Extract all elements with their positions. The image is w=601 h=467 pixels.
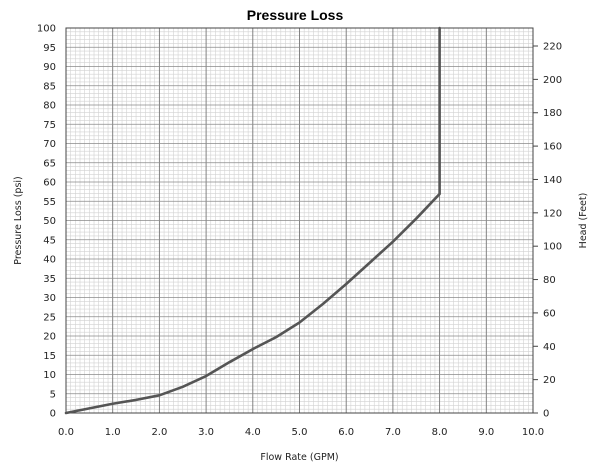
y2-tick-label: 40 — [543, 342, 556, 353]
x-tick-label: 8.0 — [432, 427, 448, 438]
y2-axis-label: Head (Feet) — [578, 193, 589, 249]
y2-tick-label: 0 — [543, 409, 549, 420]
x-tick-label: 0.0 — [58, 427, 74, 438]
y-tick-label: 25 — [43, 312, 56, 323]
y-tick-labels: 0 5 10 15 20 25 30 35 40 45 50 55 60 65 70 75 80 85 90 95 10… — [37, 24, 56, 420]
y2-tick-labels: 0 20 40 60 80 100 120 140 160 180 200 220 — [533, 42, 562, 420]
series-line — [64, 26, 441, 415]
y-tick-label: 15 — [43, 351, 56, 362]
y-tick-label: 10 — [43, 370, 56, 381]
y2-tick-label: 20 — [543, 375, 556, 386]
x-tick-label: 1.0 — [105, 427, 121, 438]
y2-tick-label: 180 — [543, 108, 562, 119]
x-tick-label: 10.0 — [522, 427, 544, 438]
y-tick-label: 0 — [50, 409, 56, 420]
y-tick-label: 70 — [43, 139, 56, 150]
y2-tick-label: 60 — [543, 308, 556, 319]
series-layer — [64, 26, 441, 415]
y2-tick-label: 220 — [543, 42, 562, 53]
y2-tick-label: 80 — [543, 275, 556, 286]
major-gridlines — [65, 27, 534, 414]
y2-tick-label: 200 — [543, 75, 562, 86]
chart-title: Pressure Loss — [247, 7, 344, 23]
y-tick-label: 35 — [43, 274, 56, 285]
y2-tick-label: 120 — [543, 208, 562, 219]
x-tick-label: 7.0 — [385, 427, 401, 438]
y-tick-label: 90 — [43, 62, 56, 73]
y2-tick-label: 140 — [543, 175, 562, 186]
x-tick-label: 4.0 — [245, 427, 261, 438]
y-tick-label: 65 — [43, 158, 56, 169]
x-axis-label: Flow Rate (GPM) — [260, 452, 338, 463]
y2-tick-label: 100 — [543, 242, 562, 253]
y-tick-label: 60 — [43, 178, 56, 189]
x-tick-label: 3.0 — [198, 427, 214, 438]
y-tick-label: 5 — [50, 389, 56, 400]
y-tick-label: 30 — [43, 293, 56, 304]
y-axis-label: Pressure Loss (psi) — [13, 176, 24, 264]
y-tick-label: 80 — [43, 101, 56, 112]
x-tick-labels: 0.0 1.0 2.0 3.0 4.0 5.0 6.0 7.0 8.0 9.0 10.0 — [58, 427, 544, 438]
y-tick-label: 45 — [43, 235, 56, 246]
plot-frame — [65, 27, 534, 414]
y-tick-label: 20 — [43, 332, 56, 343]
y-tick-label: 50 — [43, 216, 56, 227]
y-tick-label: 75 — [43, 120, 56, 131]
y-tick-label: 85 — [43, 81, 56, 92]
y-tick-label: 100 — [37, 24, 56, 35]
x-tick-label: 9.0 — [478, 427, 494, 438]
y-tick-label: 40 — [43, 255, 56, 266]
y-tick-label: 95 — [43, 43, 56, 54]
y2-tick-label: 160 — [543, 142, 562, 153]
x-tick-label: 2.0 — [151, 427, 167, 438]
y-tick-label: 55 — [43, 197, 56, 208]
x-tick-label: 5.0 — [292, 427, 308, 438]
x-tick-label: 6.0 — [338, 427, 354, 438]
